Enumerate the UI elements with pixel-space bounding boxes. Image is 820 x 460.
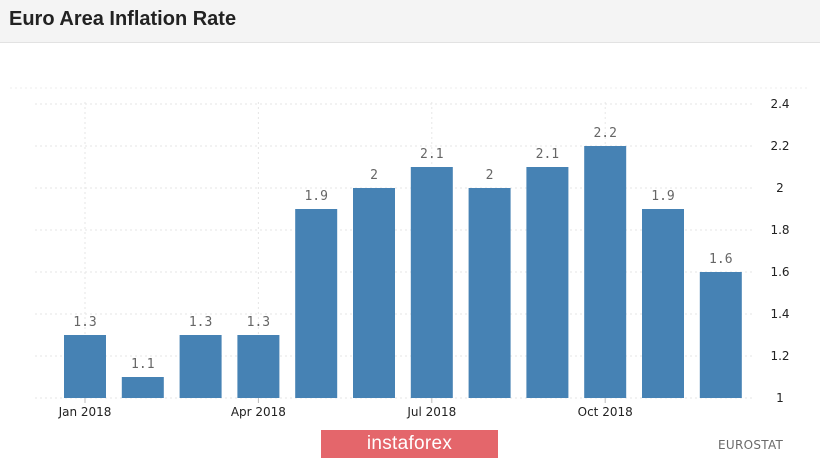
- data-label: 1.3: [189, 315, 212, 330]
- data-label: 1.1: [131, 357, 154, 372]
- bar: [121, 377, 164, 398]
- source-label: EUROSTAT: [718, 438, 784, 452]
- bar: [295, 209, 338, 398]
- chart-title: Euro Area Inflation Rate: [9, 8, 237, 30]
- chart-data-labels: 1.3 1.1 1.3 1.3 1.9 2 2.1 2 2.1 2.2 1.9 1.6: [73, 126, 732, 372]
- y-tick-label: 1.4: [770, 307, 789, 321]
- bar: [468, 188, 511, 398]
- bar: [642, 209, 684, 398]
- data-label: 2.1: [420, 147, 443, 162]
- y-axis: 1 1.2 1.4 1.6 1.8 2 2.2 2.4: [770, 97, 789, 405]
- y-tick-label: 2: [776, 181, 784, 195]
- y-tick-label: 1.8: [770, 223, 789, 237]
- x-tick-label: Jan 2018: [58, 405, 112, 419]
- data-label: 2: [486, 168, 494, 183]
- bar: [699, 272, 742, 398]
- y-tick-label: 2.4: [770, 97, 789, 111]
- y-tick-label: 1.2: [770, 349, 789, 363]
- data-label: 1.6: [709, 252, 732, 267]
- x-tick-label: Apr 2018: [231, 405, 286, 419]
- bar: [584, 146, 627, 398]
- y-tick-label: 1: [776, 391, 784, 405]
- y-tick-label: 2.2: [770, 139, 789, 153]
- x-axis: Jan 2018 Apr 2018 Jul 2018 Oct 2018: [58, 398, 633, 419]
- x-tick-label: Jul 2018: [406, 405, 456, 419]
- x-tick-label: Oct 2018: [578, 405, 633, 419]
- bar: [179, 335, 222, 398]
- chart-bars: [64, 146, 742, 398]
- data-label: 2.1: [536, 147, 559, 162]
- data-label: 1.9: [651, 189, 674, 204]
- bar: [64, 335, 106, 398]
- instaforex-watermark: instaforex: [321, 430, 498, 458]
- chart-header: Euro Area Inflation Rate: [0, 0, 820, 43]
- data-label: 1.3: [247, 315, 270, 330]
- data-label: 1.3: [73, 315, 96, 330]
- bar: [353, 188, 395, 398]
- data-label: 2: [370, 168, 378, 183]
- bar-chart: 1.3 1.1 1.3 1.3 1.9 2 2.1 2 2.1 2.2 1.9 1.6 1 1.2 1.4…: [10, 87, 810, 419]
- data-label: 2.2: [593, 126, 616, 141]
- bar: [237, 335, 280, 398]
- bar: [410, 167, 453, 398]
- y-tick-label: 1.6: [770, 265, 789, 279]
- bar: [526, 167, 569, 398]
- chart-grid: [10, 87, 810, 399]
- data-label: 1.9: [304, 189, 327, 204]
